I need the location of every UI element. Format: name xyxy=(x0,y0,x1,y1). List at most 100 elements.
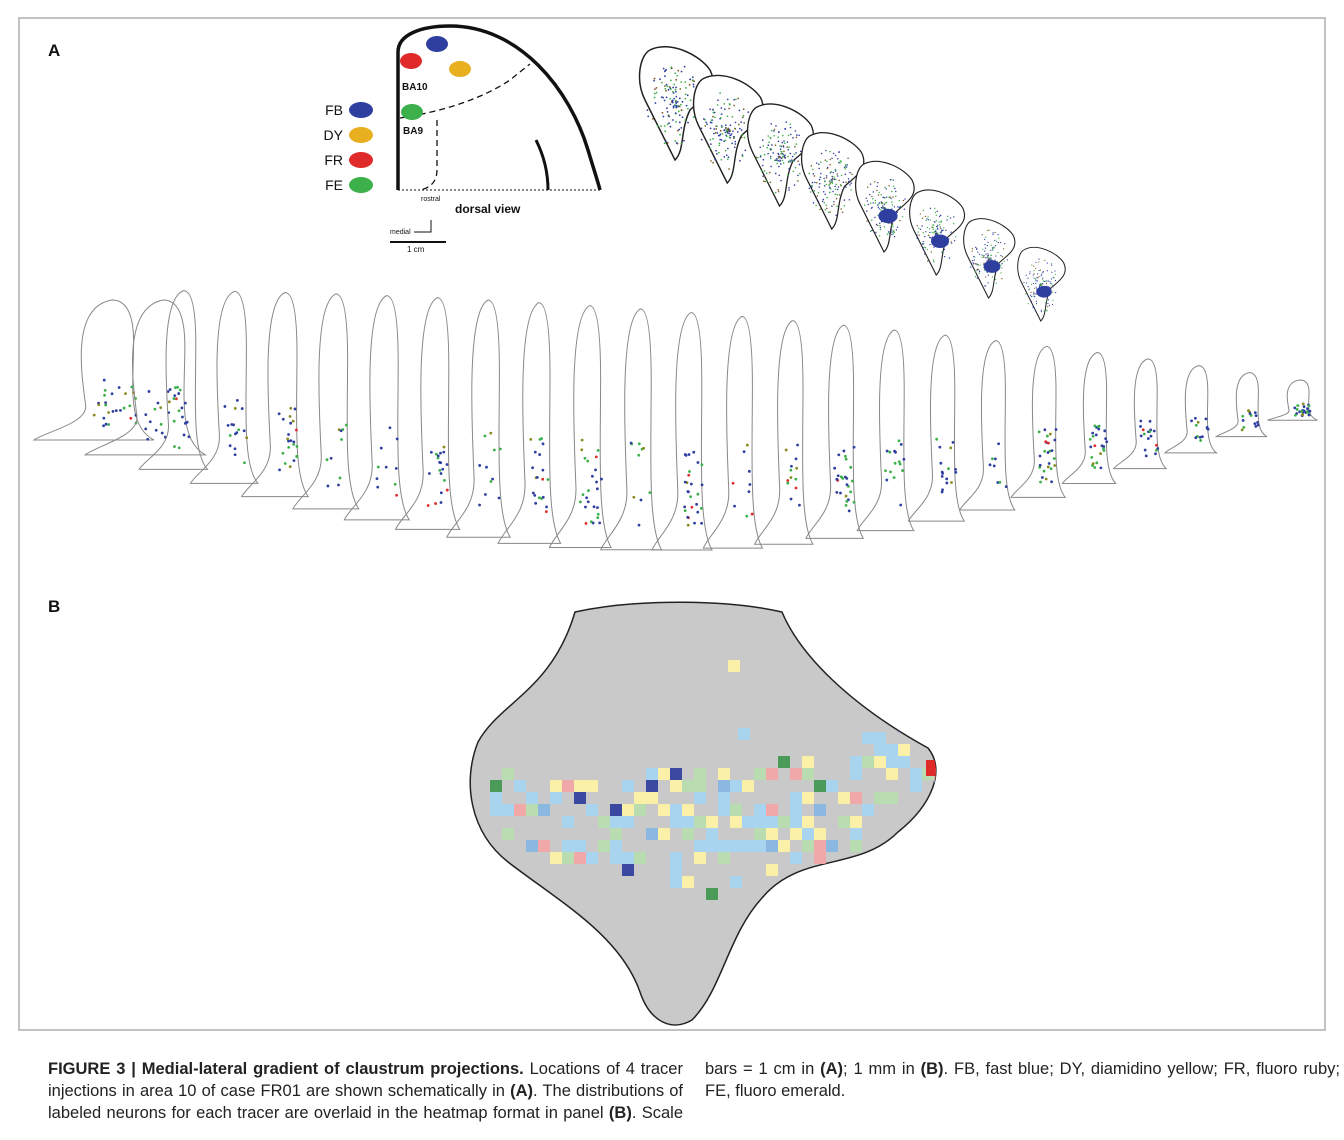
label-dot xyxy=(870,203,871,204)
label-dot xyxy=(724,108,726,110)
orientation-arrow xyxy=(414,220,431,232)
label-dot xyxy=(897,206,898,207)
label-dot xyxy=(880,209,881,210)
label-dot xyxy=(712,116,714,118)
label-dot xyxy=(1001,278,1002,279)
heatmap-cell xyxy=(718,780,730,792)
label-dot xyxy=(711,122,713,124)
label-dot xyxy=(771,144,773,146)
label-dot xyxy=(760,156,762,158)
label-dot xyxy=(499,448,502,451)
label-dot xyxy=(1027,278,1028,279)
heatmap-cell xyxy=(538,804,550,816)
label-dot xyxy=(844,205,846,207)
label-dot xyxy=(826,204,828,206)
label-dot xyxy=(1242,419,1245,422)
label-dot xyxy=(1049,433,1052,436)
label-dot xyxy=(282,418,285,421)
label-dot xyxy=(688,470,691,473)
injection-site xyxy=(401,104,423,120)
label-dot xyxy=(680,81,682,83)
label-dot xyxy=(696,493,699,496)
label-dot xyxy=(184,402,187,405)
label-dot xyxy=(1007,259,1008,260)
label-dot xyxy=(778,141,780,143)
label-dot xyxy=(888,451,891,454)
label-dot xyxy=(789,160,791,162)
label-dot xyxy=(728,108,730,110)
label-dot xyxy=(289,422,292,425)
label-dot xyxy=(638,524,641,527)
label-dot xyxy=(663,68,665,70)
label-dot xyxy=(1033,277,1034,278)
label-dot xyxy=(146,438,149,441)
label-dot xyxy=(490,480,493,483)
heatmap-cell xyxy=(634,804,646,816)
label-dot xyxy=(742,116,744,118)
label-dot xyxy=(784,154,786,156)
label-dot xyxy=(992,234,993,235)
section-outline xyxy=(242,293,309,497)
label-dot xyxy=(173,420,176,423)
label-dot xyxy=(879,223,880,224)
label-dot xyxy=(103,394,106,397)
label-dot xyxy=(788,161,790,163)
label-dot xyxy=(939,462,942,465)
label-dot xyxy=(539,438,542,441)
label-dot xyxy=(946,219,947,220)
label-dot xyxy=(991,255,992,256)
label-dot xyxy=(715,132,717,134)
label-dot xyxy=(813,173,815,175)
label-dot xyxy=(682,101,684,103)
label-dot xyxy=(1031,284,1032,285)
label-dot xyxy=(845,173,847,175)
label-dot xyxy=(584,457,587,460)
label-dot xyxy=(585,522,588,525)
label-dot xyxy=(785,449,788,452)
label-dot xyxy=(944,249,945,250)
label-dot xyxy=(835,155,837,157)
label-dot xyxy=(1257,424,1260,427)
label-dot xyxy=(597,449,600,452)
label-dot xyxy=(376,486,379,489)
label-dot xyxy=(169,388,172,391)
caption-text: (A) xyxy=(510,1082,533,1100)
heatmap-cell xyxy=(514,780,526,792)
label-dot xyxy=(770,149,772,151)
label-dot xyxy=(1093,424,1096,427)
label-dot xyxy=(932,229,933,230)
label-dot xyxy=(894,236,895,237)
label-dot xyxy=(1043,428,1046,431)
heatmap-cell xyxy=(802,828,814,840)
label-dot xyxy=(923,247,924,248)
label-dot xyxy=(945,482,948,485)
label-dot xyxy=(847,157,849,159)
label-dot xyxy=(794,146,796,148)
label-dot xyxy=(894,451,897,454)
heatmap-cell xyxy=(778,816,790,828)
label-dot xyxy=(788,189,790,191)
label-dot xyxy=(1046,283,1047,284)
label-dot xyxy=(673,98,675,100)
label-dot xyxy=(739,160,741,162)
label-dot xyxy=(721,125,723,127)
label-dot xyxy=(1004,261,1005,262)
label-dot xyxy=(818,201,820,203)
label-dot xyxy=(173,397,176,400)
label-dot xyxy=(439,461,442,464)
label-dot xyxy=(1153,430,1156,433)
label-dot xyxy=(102,417,105,420)
label-dot xyxy=(774,129,776,131)
label-dot xyxy=(879,225,880,226)
label-dot xyxy=(1190,419,1193,422)
label-dot xyxy=(1255,414,1258,417)
label-dot xyxy=(687,474,690,477)
label-dot xyxy=(934,208,935,209)
label-dot xyxy=(783,162,785,164)
label-dot xyxy=(1301,413,1304,416)
label-dot xyxy=(845,504,848,507)
heatmap-cell xyxy=(658,768,670,780)
label-dot xyxy=(123,407,126,410)
label-dot xyxy=(797,160,799,162)
label-dot xyxy=(237,428,240,431)
